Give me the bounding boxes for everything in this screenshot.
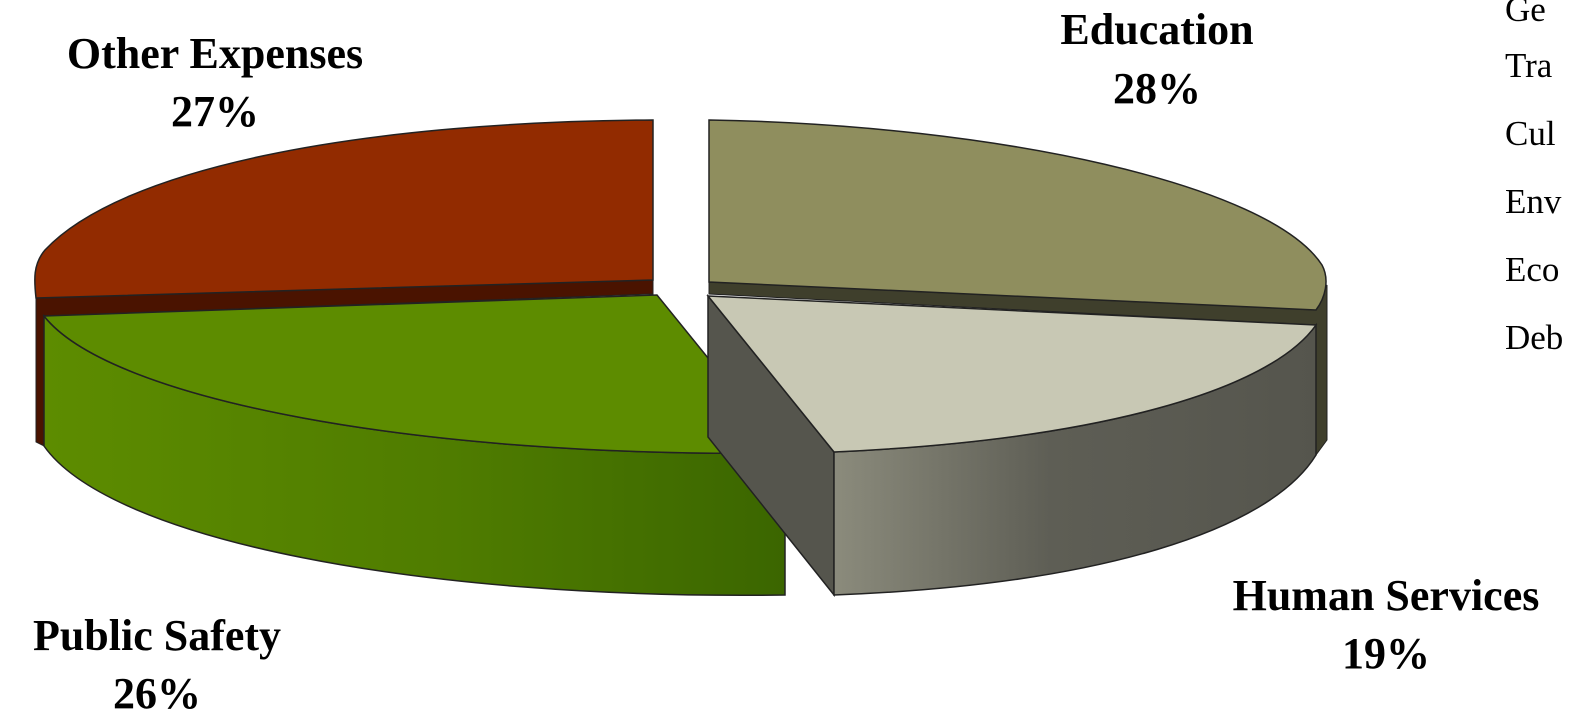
slice-human-services (706, 295, 1318, 453)
legend-item: Env (1505, 182, 1562, 221)
legend-item: Eco (1505, 250, 1560, 289)
pct-other-expenses: 27% (171, 87, 259, 136)
legend-item: Deb (1505, 318, 1564, 357)
slice-other-expenses (34, 119, 654, 299)
pct-human-services: 19% (1342, 629, 1430, 678)
label-other-expenses: Other Expenses (67, 29, 363, 78)
label-education: Education (1060, 5, 1253, 54)
label-human-services: Human Services (1233, 571, 1540, 620)
slice-public-safety (42, 294, 787, 455)
slice-education (708, 119, 1327, 311)
legend-item: Cul (1505, 114, 1556, 153)
pct-public-safety: 26% (113, 669, 201, 718)
pct-education: 28% (1113, 64, 1201, 113)
legend-item: Tra (1505, 46, 1553, 85)
label-public-safety: Public Safety (33, 611, 281, 660)
legend-item: Ge (1505, 0, 1546, 29)
